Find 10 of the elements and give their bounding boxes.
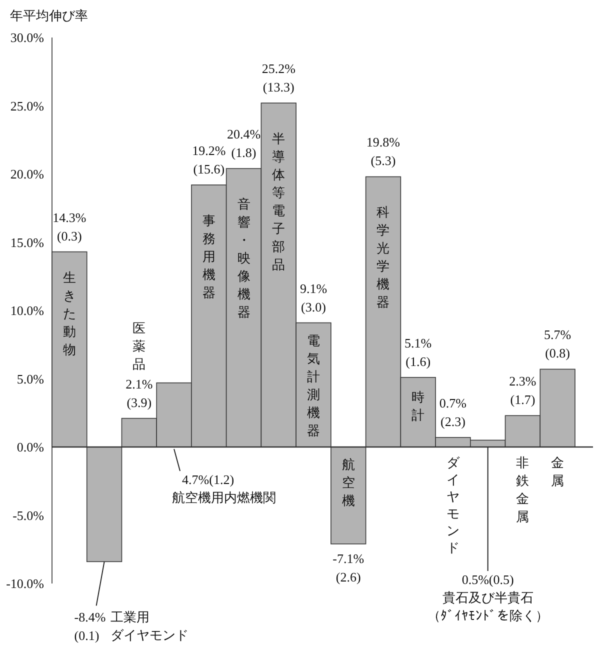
ytick: 30.0% xyxy=(10,30,44,45)
ylabel: 年平均伸び率 xyxy=(10,8,88,23)
ytick: -10.0% xyxy=(6,576,44,591)
ytick: 0.0% xyxy=(16,440,44,454)
ytick: 10.0% xyxy=(10,303,44,318)
ytick: -5.0% xyxy=(12,508,44,523)
ytick: 5.0% xyxy=(16,371,44,386)
ytick: 20.0% xyxy=(10,166,44,182)
ytick: 15.0% xyxy=(10,234,44,250)
ytick: 25.0% xyxy=(10,98,44,114)
